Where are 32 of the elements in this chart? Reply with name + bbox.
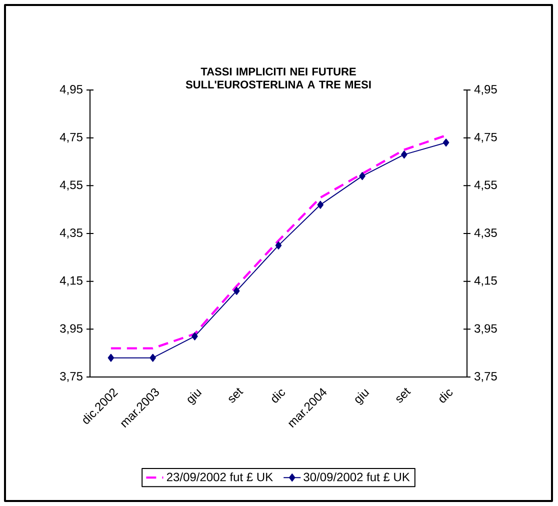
y2-tick-label: 4,75 (60, 132, 82, 143)
y-tick-label: 4,35 (474, 228, 497, 238)
y-tick-label: 4,15 (474, 276, 497, 286)
y2-tick-label: 3,75 (60, 372, 82, 382)
y-tick-label: 4,95 (474, 85, 497, 95)
x-tick-label: dic (272, 390, 285, 403)
x-tick-label: giu (188, 389, 202, 405)
y-tick-label: 3,75 (474, 372, 497, 382)
legend-label: 23/09/2002 fut £ UK (166, 472, 273, 482)
point (275, 241, 282, 250)
x-tick-label: set (228, 388, 244, 403)
point (192, 332, 198, 340)
point (401, 150, 408, 159)
point (108, 354, 114, 362)
point (317, 200, 324, 209)
legend-label: 30/09/2002 fut £ UK (304, 472, 410, 482)
y2-tick-label: 4,15 (60, 276, 82, 286)
point (359, 172, 366, 180)
y-tick-label: 4,75 (474, 132, 497, 143)
y2-tick-label: 4,55 (60, 180, 82, 191)
x-tick-label: dic (440, 390, 453, 403)
y2-tick-label: 3,95 (60, 324, 82, 334)
y2-tick-label: 4,35 (60, 228, 82, 238)
y-tick-label: 4,55 (474, 180, 497, 191)
x-tick-label: giu (355, 389, 370, 405)
point (442, 138, 450, 147)
point (233, 286, 240, 295)
y-tick-label: 3,95 (474, 324, 497, 334)
point (150, 354, 156, 362)
y2-tick-label: 4,95 (60, 85, 82, 95)
x-tick-label: set (396, 388, 411, 403)
chart-title: TASSI IMPLICITI NEI FUTURE SULL'EUROSTERLINA A TRE MESI (186, 68, 371, 88)
